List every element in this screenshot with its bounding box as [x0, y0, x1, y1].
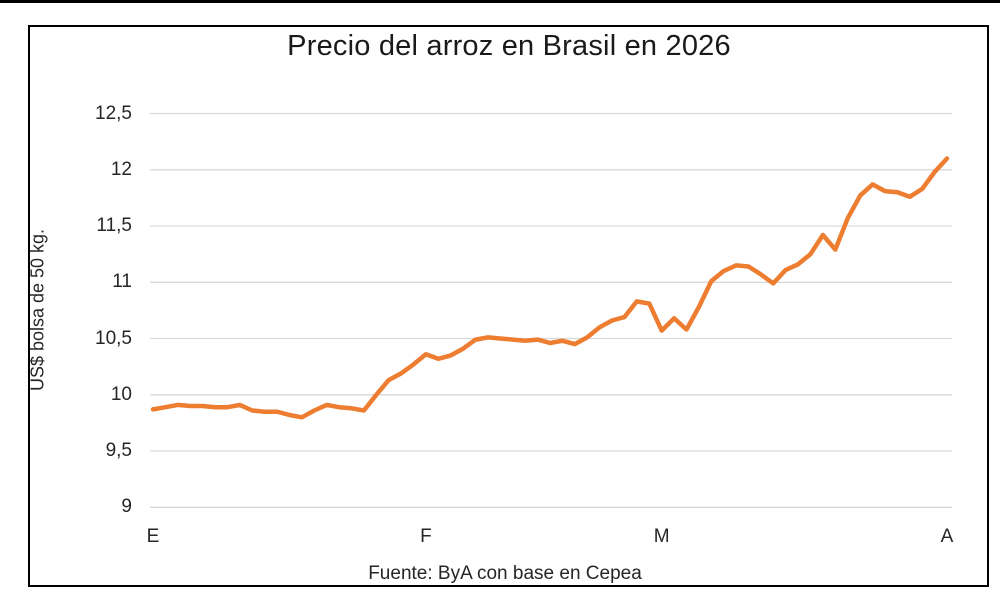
source-caption: Fuente: ByA con base en Cepea	[368, 563, 642, 584]
chart-title: Precio del arroz en Brasil en 2026	[287, 30, 731, 62]
y-tick-label: 9	[121, 496, 132, 518]
y-tick-label: 11,5	[96, 215, 132, 236]
chart-frame	[28, 25, 989, 587]
y-tick-label: 10	[110, 383, 132, 405]
y-tick-label: 10,5	[95, 327, 132, 349]
x-tick-label: F	[420, 526, 432, 547]
y-tick-label: 11	[112, 271, 132, 293]
y-tick-label: 12	[110, 158, 132, 180]
y-tick-label: 12,5	[95, 102, 132, 124]
gridlines	[150, 112, 952, 508]
y-tick-label: 9,5	[105, 440, 132, 462]
price-line-series	[150, 156, 950, 420]
x-tick-label: M	[653, 526, 670, 547]
image-top-border	[0, 0, 1000, 3]
x-tick-label: E	[146, 526, 160, 547]
x-tick-label: A	[940, 526, 954, 547]
